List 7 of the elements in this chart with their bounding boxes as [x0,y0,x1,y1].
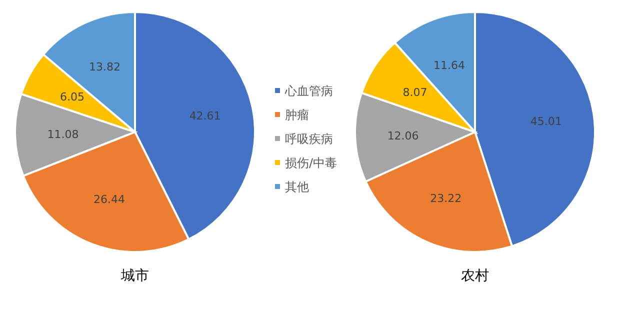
legend-label: 其他 [285,180,309,194]
text: 城市 [120,268,149,284]
text: 农村 [461,268,489,284]
legend-label: 呼吸疾病 [285,132,333,146]
legend-label: 心血管病 [284,84,333,98]
legend-label: 损伤/中毒 [285,156,338,170]
legend-label: 肿瘤 [285,108,309,122]
